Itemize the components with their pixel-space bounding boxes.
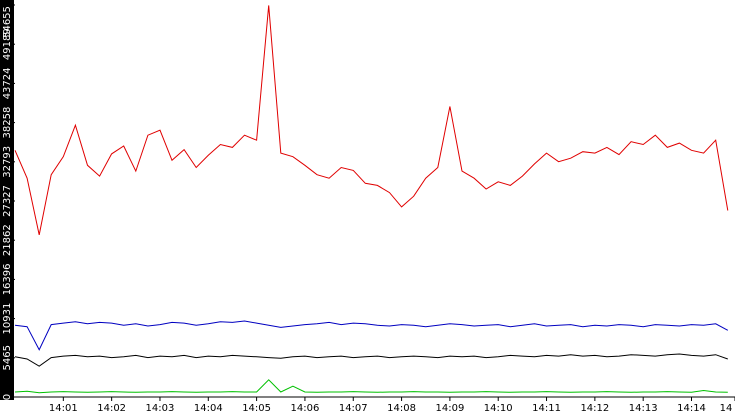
x-tick-label: 14:10 bbox=[484, 403, 513, 414]
x-tick-label: 14:11 bbox=[532, 403, 561, 414]
x-tick-label: 14:12 bbox=[580, 403, 609, 414]
x-tick-label: 14:14 bbox=[677, 403, 706, 414]
x-tick-label: 14:01 bbox=[49, 403, 78, 414]
series-line bbox=[14, 379, 728, 394]
x-tick-label: 14:13 bbox=[629, 403, 658, 414]
series-line bbox=[14, 320, 729, 351]
y-tick-label: 38258 bbox=[2, 107, 13, 139]
x-tick-label: 14:02 bbox=[97, 403, 126, 414]
x-tick-label: 14 bbox=[720, 403, 733, 414]
y-tick-label: 21862 bbox=[2, 224, 13, 256]
y-tick-label: 43724 bbox=[2, 67, 13, 99]
x-tick-label: 14:05 bbox=[242, 403, 271, 414]
series-line bbox=[14, 5, 729, 236]
y-tick-label: 54655 bbox=[2, 6, 13, 38]
series-line bbox=[14, 353, 728, 367]
x-tick-label: 14:08 bbox=[387, 403, 416, 414]
x-tick-label: 14:03 bbox=[146, 403, 175, 414]
y-tick-label: 49189 bbox=[2, 28, 13, 60]
y-tick-label: 5465 bbox=[2, 345, 13, 370]
x-tick-label: 14:07 bbox=[339, 403, 368, 414]
y-tick-label: 27327 bbox=[2, 185, 13, 217]
y-tick-label: 0 bbox=[2, 394, 13, 400]
x-tick-label: 14:09 bbox=[435, 403, 464, 414]
y-tick-label: 10931 bbox=[2, 303, 13, 335]
x-tick-label: 14:04 bbox=[194, 403, 223, 414]
y-tick-label: 16396 bbox=[2, 263, 13, 295]
y-axis-strip bbox=[0, 0, 14, 400]
y-tick-label: 32793 bbox=[2, 146, 13, 178]
x-tick-label: 14:06 bbox=[291, 403, 320, 414]
